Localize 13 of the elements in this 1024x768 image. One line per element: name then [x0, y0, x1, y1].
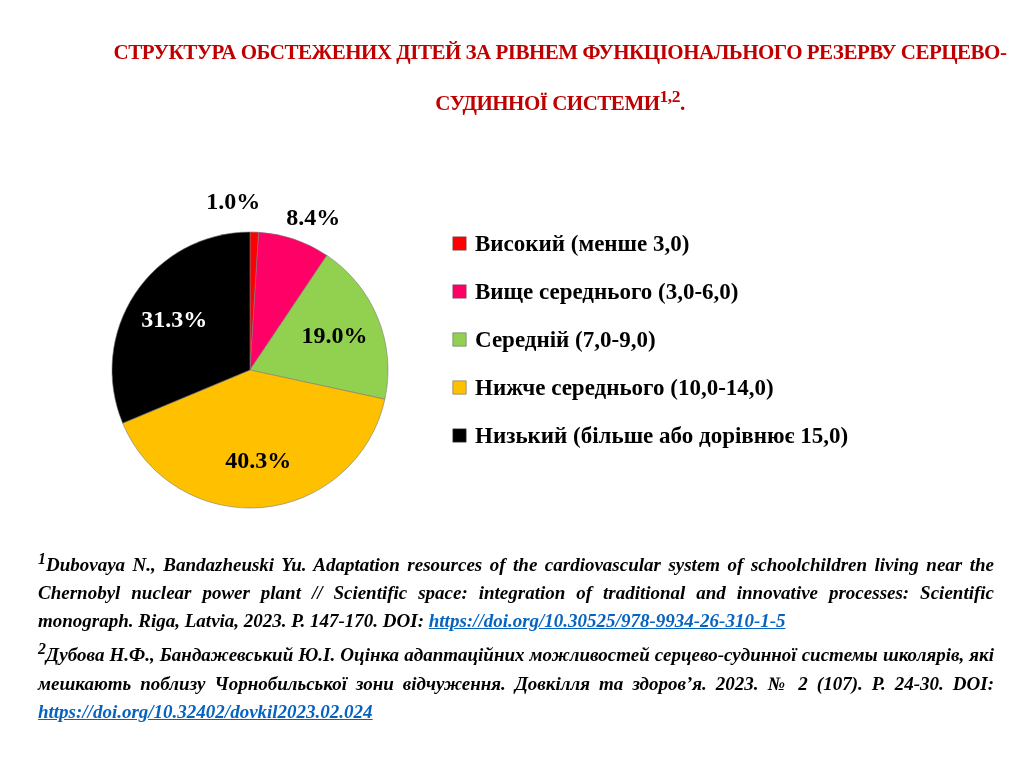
data-label: 1.0%	[206, 188, 261, 215]
legend-label: Вище середнього (3,0-6,0)	[475, 278, 739, 304]
legend-label: Низький (більше або дорівнює 15,0)	[475, 422, 849, 448]
legend-label: Нижче середнього (10,0-14,0)	[475, 374, 774, 400]
legend-label: Середній (7,0-9,0)	[475, 326, 656, 352]
legend-label: Високий (менше 3,0)	[475, 230, 690, 256]
data-label: 40.3%	[225, 446, 292, 473]
data-label: 8.4%	[286, 204, 341, 231]
text: $^{2}$Дубова Н.Ф., Бандажевський Ю.І. Оцінка адаптаційних можливостей серцево-судинної системы школярів, які мешкають поблизу Чорнобильської зони відчуження. Довкілля та здоров’я. 2023. № 2 (107). P. 24-30. DOI: https://doi.org/10.32402/dovkil2023.02.024	[38, 639, 994, 724]
chart-title: СТРУКТУРА ОБСТЕЖЕНИХ ДІТЕЙ ЗА РІВНЕМ ФУНКЦІОНАЛЬНОГО РЕЗЕРВУ СЕРЦЕВО-СУДИННОЇ СИСТЕМИ$^{1,2}$.	[113, 40, 1007, 115]
data-label: 19.0%	[301, 321, 368, 348]
text: $^{1}$Dubovaya N., Bandazheuski Yu. Adaptation resources of the cardiovascular system of schoolchildren living near the Chernobyl nuclear power plant // Scientific space: integration of traditional and innovative processes: Scientific monograph. Riga, Latvia, 2023. P. 147-170. DOI: https://doi.org/10.30525/978-9934-26-310-1-5	[38, 549, 994, 634]
data-label: 31.3%	[141, 305, 208, 332]
